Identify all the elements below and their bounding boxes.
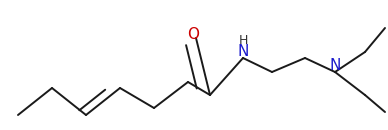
Text: H: H [238, 34, 248, 47]
Text: N: N [237, 44, 249, 60]
Text: O: O [187, 28, 199, 43]
Text: N: N [329, 58, 341, 73]
